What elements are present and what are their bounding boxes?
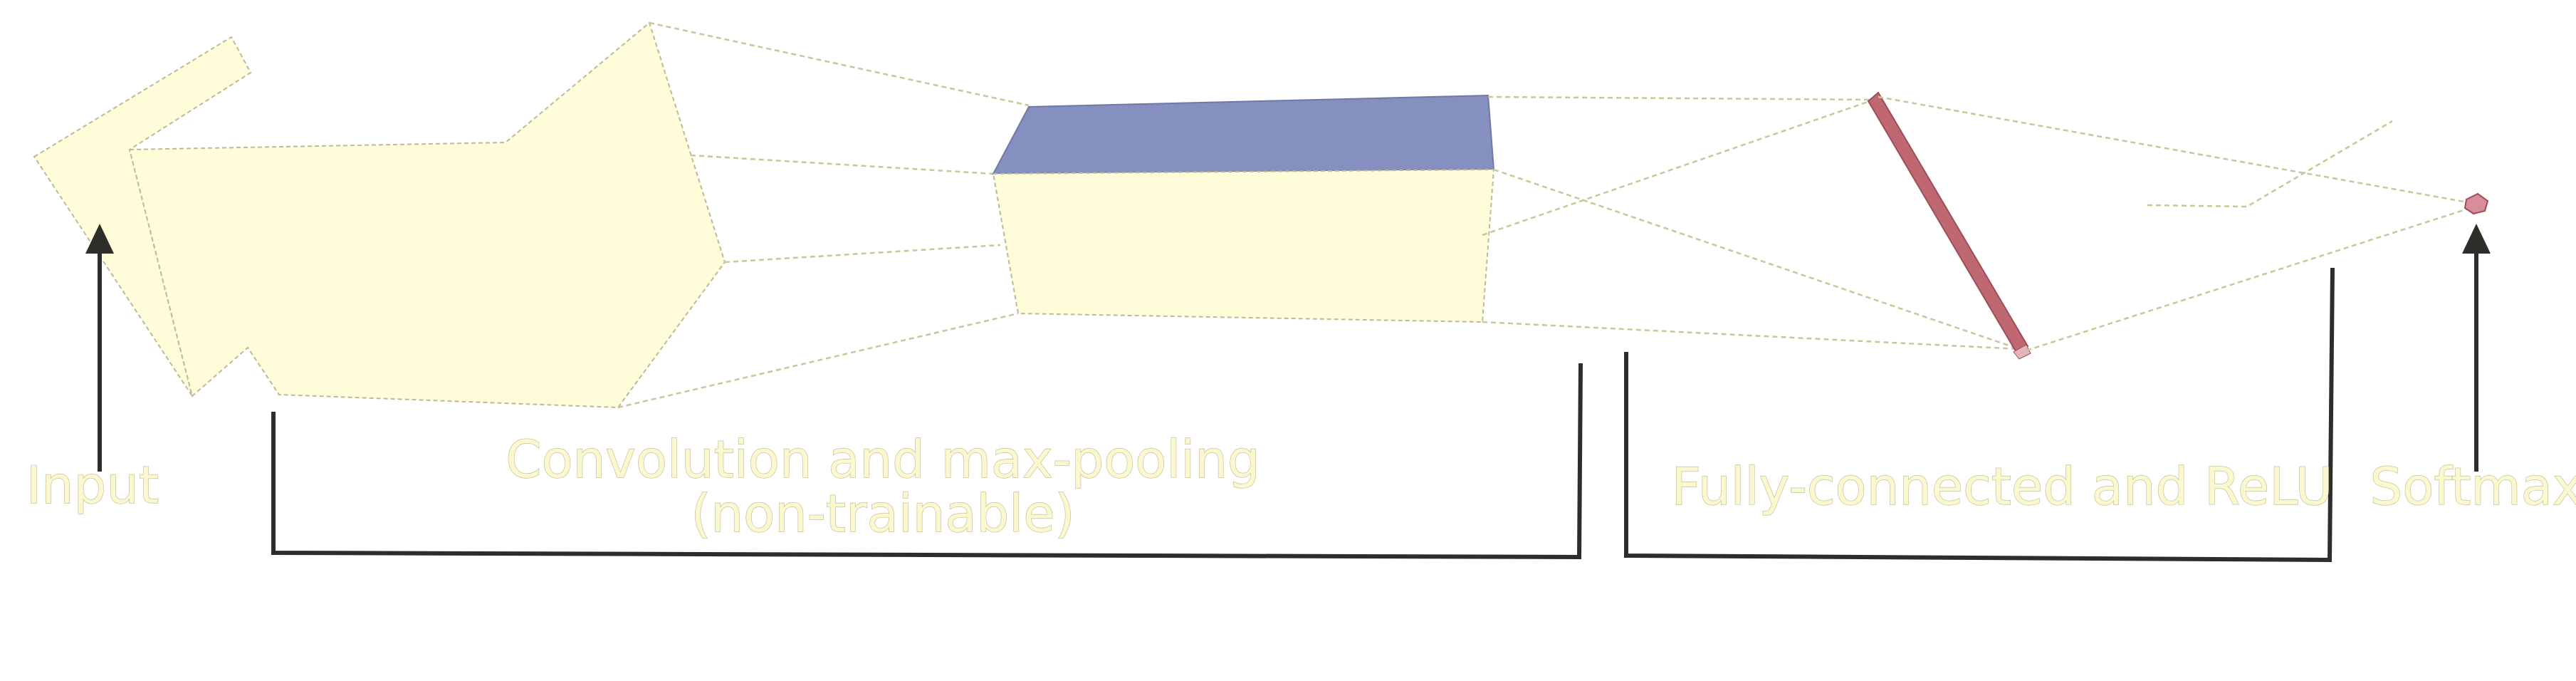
input-plane xyxy=(33,36,252,397)
fc-layer xyxy=(1867,91,2029,356)
fc-layer-end-cap xyxy=(2013,344,2031,360)
connector-line xyxy=(2026,205,2476,352)
conv-volume-2-top-face xyxy=(992,94,1495,175)
fc-bracket xyxy=(1624,267,2335,563)
conv-label-line-2: (non-trainable) xyxy=(691,484,1074,544)
connector-line xyxy=(2147,120,2393,208)
connector-line xyxy=(1878,95,2468,204)
connector-line xyxy=(690,154,994,175)
softmax-arrow-head xyxy=(2462,224,2491,254)
connector-line xyxy=(1493,168,2020,350)
softmax-label: Softmax xyxy=(2370,457,2576,516)
fc-label: Fully-connected and ReLU xyxy=(1671,457,2332,516)
connector-line xyxy=(1487,95,1875,101)
input-arrow-head xyxy=(85,224,114,254)
connector-line xyxy=(617,312,1019,409)
conv-bracket xyxy=(271,363,1583,560)
connector-line xyxy=(649,21,1030,107)
conv-volume-1 xyxy=(128,21,726,409)
input-label: Input xyxy=(26,455,159,515)
conv-label-line-1: Convolution and max-pooling xyxy=(506,430,1260,489)
conv-volume-2-front-face xyxy=(992,168,1495,323)
connector-line xyxy=(1482,98,1875,236)
connector-line xyxy=(1482,321,2020,350)
connector-line xyxy=(724,244,1001,264)
softmax-node xyxy=(2464,192,2489,215)
